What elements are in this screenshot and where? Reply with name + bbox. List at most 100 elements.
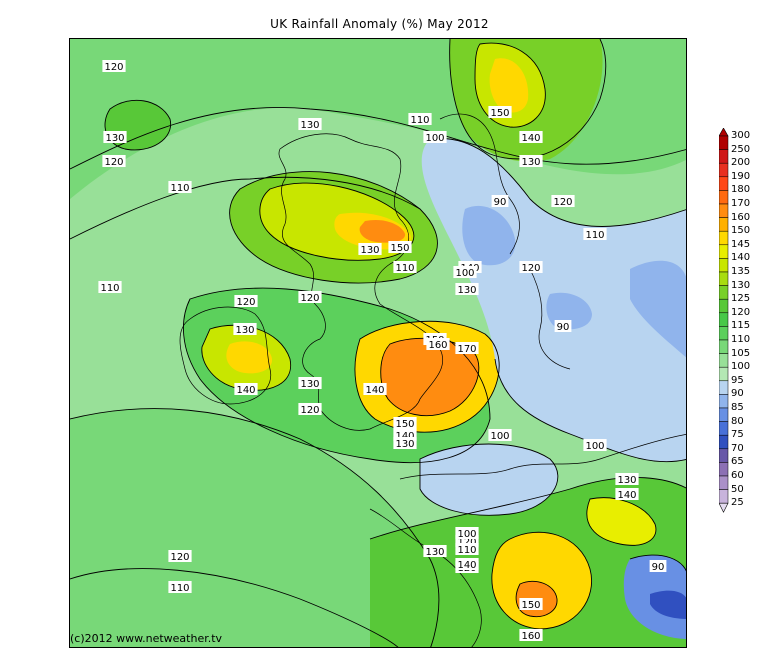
colorbar-swatch	[719, 149, 729, 164]
colorbar-label: 110	[731, 334, 751, 345]
colorbar-swatch	[719, 448, 729, 463]
zone-ireland-peak	[226, 341, 273, 374]
svg-text:130: 130	[360, 245, 379, 256]
svg-text:150: 150	[521, 600, 540, 611]
svg-text:130: 130	[300, 120, 319, 131]
contour-label: 130	[423, 545, 447, 558]
colorbar-label: 90	[731, 388, 744, 400]
colorbar-label: 75	[731, 429, 744, 441]
svg-text:100: 100	[455, 268, 474, 279]
svg-text:110: 110	[585, 230, 604, 241]
colorbar-label: 115	[731, 320, 751, 332]
contour-label: 120	[551, 195, 575, 208]
contour-label: 110	[98, 281, 122, 294]
contour-label: 100	[455, 527, 479, 540]
colorbar-label: 60	[731, 470, 744, 481]
colorbar-swatch	[719, 176, 729, 191]
coast-denmark	[529, 268, 571, 370]
colorbar-label: 150	[731, 225, 751, 237]
contour-label: 140	[519, 131, 543, 144]
svg-text:120: 120	[457, 537, 476, 548]
colorbar-label: 160	[731, 211, 751, 223]
svg-text:120: 120	[236, 297, 255, 308]
colorbar-swatch	[719, 190, 729, 205]
svg-text:120: 120	[104, 157, 123, 168]
colorbar-swatch	[719, 407, 729, 422]
svg-text:130: 130	[395, 439, 414, 450]
colorbar-swatch	[719, 162, 729, 178]
contour-label: 110	[455, 543, 479, 556]
colorbar-label: 95	[731, 374, 744, 386]
zone-alps-min	[650, 590, 686, 619]
colorbar-label: 140	[731, 252, 751, 264]
coast-norway	[439, 113, 520, 255]
colorbar-label: 250	[731, 143, 751, 155]
svg-text:150: 150	[395, 419, 414, 430]
svg-text:100: 100	[457, 529, 476, 540]
contour-label: 140	[363, 383, 387, 396]
colorbar: 300 250 200 190 180 170 160 150 145 140 135 130 125 1…	[719, 128, 759, 528]
contour-label: 130	[615, 473, 639, 486]
colorbar-swatch	[719, 475, 729, 490]
svg-text:110: 110	[410, 115, 429, 126]
zone-england-max	[380, 338, 479, 416]
colorbar-label: 100	[731, 361, 751, 373]
contour-label: 90	[649, 560, 667, 573]
svg-text:150: 150	[390, 243, 409, 254]
colorbar-swatch	[719, 394, 729, 409]
colorbar-swatches	[719, 128, 729, 513]
contour-label: 100	[488, 429, 512, 442]
svg-text:120: 120	[170, 552, 189, 563]
contour-label: 130	[103, 131, 127, 144]
contour-label: 160	[426, 338, 450, 351]
svg-text:140: 140	[395, 431, 414, 442]
colorbar-swatch	[719, 298, 729, 314]
contour-label: 110	[168, 181, 192, 194]
colorbar-label: 65	[731, 456, 744, 468]
colorbar-swatch	[719, 312, 729, 327]
colorbar-label: 180	[731, 184, 751, 196]
colorbar-swatch	[719, 434, 729, 450]
colorbar-label: 200	[731, 157, 751, 169]
colorbar-swatch	[719, 489, 729, 504]
contour-label: 120	[168, 550, 192, 563]
colorbar-swatch	[719, 258, 729, 273]
colorbar-swatch	[719, 421, 729, 436]
contour-label: 100	[583, 439, 607, 452]
svg-text:130: 130	[425, 547, 444, 558]
svg-text:150: 150	[490, 108, 509, 119]
colorbar-swatch	[719, 135, 729, 150]
rainfall-anomaly-map: 120 130 120 110 130 110 100 150 140 130 120 90 110 15…	[69, 38, 687, 648]
contour-label: 130	[455, 283, 479, 296]
svg-text:140: 140	[617, 490, 636, 501]
colorbar-label: 125	[731, 293, 751, 305]
colorbar-label: 145	[731, 238, 751, 250]
colorbar-label: 300	[731, 130, 751, 141]
contour-label: 120	[234, 295, 258, 308]
zone-north-sea-min	[462, 205, 516, 266]
contour-label: 150	[393, 417, 417, 430]
colorbar-swatch	[719, 285, 729, 300]
colorbar-swatch	[719, 326, 729, 341]
zone-east-high	[586, 497, 656, 546]
svg-text:130: 130	[521, 157, 540, 168]
svg-text:100: 100	[585, 441, 604, 452]
colorbar-swatch	[719, 244, 729, 259]
svg-text:160: 160	[521, 631, 540, 642]
svg-text:90: 90	[652, 562, 665, 573]
svg-text:140: 140	[236, 385, 255, 396]
contour-label: 120	[102, 155, 126, 168]
colorbar-label: 85	[731, 402, 744, 413]
contour-lines	[70, 39, 686, 647]
coast-ireland	[179, 306, 272, 405]
contour-label: 120	[298, 291, 322, 304]
contour-label: 110	[408, 113, 432, 126]
colorbar-label: 170	[731, 198, 751, 209]
colorbar-swatch	[719, 271, 729, 286]
zone-norway-peak	[489, 58, 529, 113]
contour-label: 140	[234, 383, 258, 396]
contour-label: 130	[298, 118, 322, 131]
svg-text:100: 100	[490, 431, 509, 442]
contour-label: 110	[393, 261, 417, 274]
